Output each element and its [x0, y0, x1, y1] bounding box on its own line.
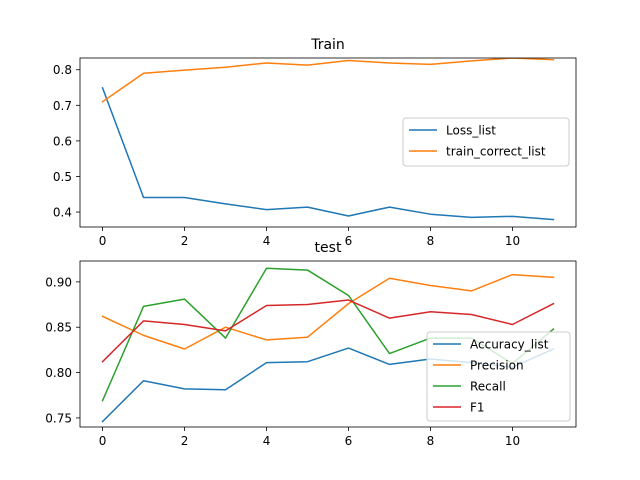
y-tick-label: 0.90	[45, 275, 72, 289]
y-tick-label: 0.80	[45, 366, 72, 380]
subplot-title: test	[315, 240, 342, 256]
legend-label-loss-list: Loss_list	[446, 124, 496, 138]
axes-frame	[79, 260, 577, 428]
legend-label-train-correct-list: train_correct_list	[446, 145, 546, 159]
x-tick-label: 4	[263, 434, 271, 448]
y-tick-label: 0.6	[53, 134, 72, 148]
legend: Loss_list train_correct_list	[402, 117, 570, 167]
legend-label-accuracy-list: Accuracy_list	[470, 338, 549, 352]
y-tick-label: 0.4	[53, 206, 72, 220]
series-line-f1	[101, 299, 555, 363]
x-tick-label: 8	[427, 234, 435, 248]
series-line-loss-list	[101, 86, 555, 221]
axes-frame	[79, 57, 577, 228]
subplot-title: Train	[310, 37, 345, 53]
y-tick-label: 0.75	[45, 411, 72, 425]
legend-box	[402, 117, 570, 167]
series-line-precision	[101, 273, 555, 350]
legend-box	[426, 331, 571, 422]
legend: Accuracy_list Precision Recall F1	[426, 331, 571, 422]
legend-label-recall: Recall	[470, 380, 506, 394]
test-subplot: test 0 2 4 6 8 10 0.75 0.80 0.85 0.90 Accuracy_list…	[45, 240, 577, 448]
x-tick-label: 10	[505, 234, 520, 248]
x-tick-label: 4	[263, 234, 271, 248]
y-tick-label: 0.5	[53, 170, 72, 184]
x-tick-label: 0	[99, 434, 107, 448]
legend-label-precision: Precision	[470, 359, 524, 373]
x-tick-label: 6	[345, 434, 353, 448]
x-tick-label: 6	[345, 234, 353, 248]
y-tick-label: 0.7	[53, 99, 72, 113]
x-tick-label: 2	[181, 434, 189, 448]
legend-label-f1: F1	[470, 401, 485, 415]
x-tick-label: 8	[427, 434, 435, 448]
train-subplot: Train 0 2 4 6 8 10 0.4 0.5 0.6 0.7 0.8 Loss_listtrai…	[53, 37, 577, 248]
y-tick-label: 0.8	[53, 63, 72, 77]
x-tick-label: 0	[99, 234, 107, 248]
series-line-train-correct-list	[101, 58, 555, 103]
x-tick-label: 2	[181, 234, 189, 248]
y-tick-label: 0.85	[45, 321, 72, 335]
x-tick-label: 10	[505, 434, 520, 448]
